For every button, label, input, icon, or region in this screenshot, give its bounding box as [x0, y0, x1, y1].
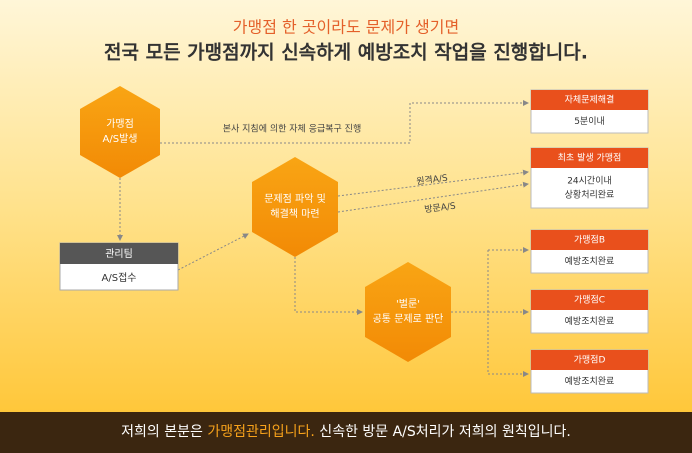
node-label: 가맹점 — [106, 118, 134, 130]
box-header — [531, 148, 648, 168]
node-label: 공통 문제로 판단 — [373, 313, 444, 325]
diagram: 가맹점 한 곳이라도 문제가 생기면 전국 모든 가맹점까지 신속하게 예방조치… — [0, 0, 692, 412]
box-header — [531, 230, 648, 250]
node-label: 해결책 마련 — [270, 207, 319, 220]
footer: 저희의 본분은 가맹점관리입니다. 신속한 방문 A/S처리가 저희의 원칙입니… — [0, 412, 692, 453]
box-header — [531, 90, 648, 110]
box-body: 예방조치완료 — [565, 315, 615, 327]
box-body: 5분이내 — [574, 116, 605, 127]
box-body: A/S접수 — [102, 272, 137, 284]
box-title: 최초 발생 가맹점 — [558, 152, 622, 164]
box-header — [531, 290, 648, 310]
hexagon — [252, 157, 338, 257]
footer-highlight: 가맹점관리입니다. — [207, 424, 315, 440]
footer-text: 저희의 본분은 — [121, 424, 208, 440]
edge-labels: 본사 지침에 의한 자체 응급복구 진행 원격A/S 방문A/S — [223, 123, 457, 216]
box-body: 상황처리완료 — [565, 189, 615, 201]
box-title: 가맹점B — [574, 234, 605, 246]
node-label: A/S발생 — [103, 133, 138, 145]
hexagon — [80, 86, 160, 178]
subtitle: 가맹점 한 곳이라도 문제가 생기면 — [233, 18, 459, 37]
hex-nodes: 가맹점 A/S발생 문제점 파악 및 해결책 마련 '벌룬' 공통 문제로 판단 — [80, 86, 451, 362]
title: 전국 모든 가맹점까지 신속하게 예방조치 작업을 진행합니다. — [104, 42, 588, 64]
box-title: 관리팀 — [105, 248, 133, 260]
box-body: 24시간이내 — [567, 176, 612, 187]
edge-label: 본사 지침에 의한 자체 응급복구 진행 — [223, 123, 362, 135]
hexagon — [365, 262, 451, 362]
box-title: 가맹점D — [574, 354, 606, 366]
edges — [117, 100, 529, 377]
box-header — [531, 350, 648, 370]
box-body: 예방조치완료 — [565, 255, 615, 267]
edge-label: 방문A/S — [424, 201, 457, 216]
edge-label: 원격A/S — [416, 172, 449, 188]
node-label: 문제점 파악 및 — [264, 193, 326, 205]
box-body: 예방조치완료 — [565, 375, 615, 387]
box-title: 가맹점C — [574, 294, 605, 306]
box-title: 자체문제해결 — [565, 95, 615, 106]
box-header — [60, 243, 178, 264]
node-label: '벌룬' — [396, 298, 420, 310]
footer-text: 신속한 방문 A/S처리가 저희의 원칙입니다. — [314, 424, 571, 440]
team-box: 관리팀 A/S접수 — [59, 242, 179, 291]
